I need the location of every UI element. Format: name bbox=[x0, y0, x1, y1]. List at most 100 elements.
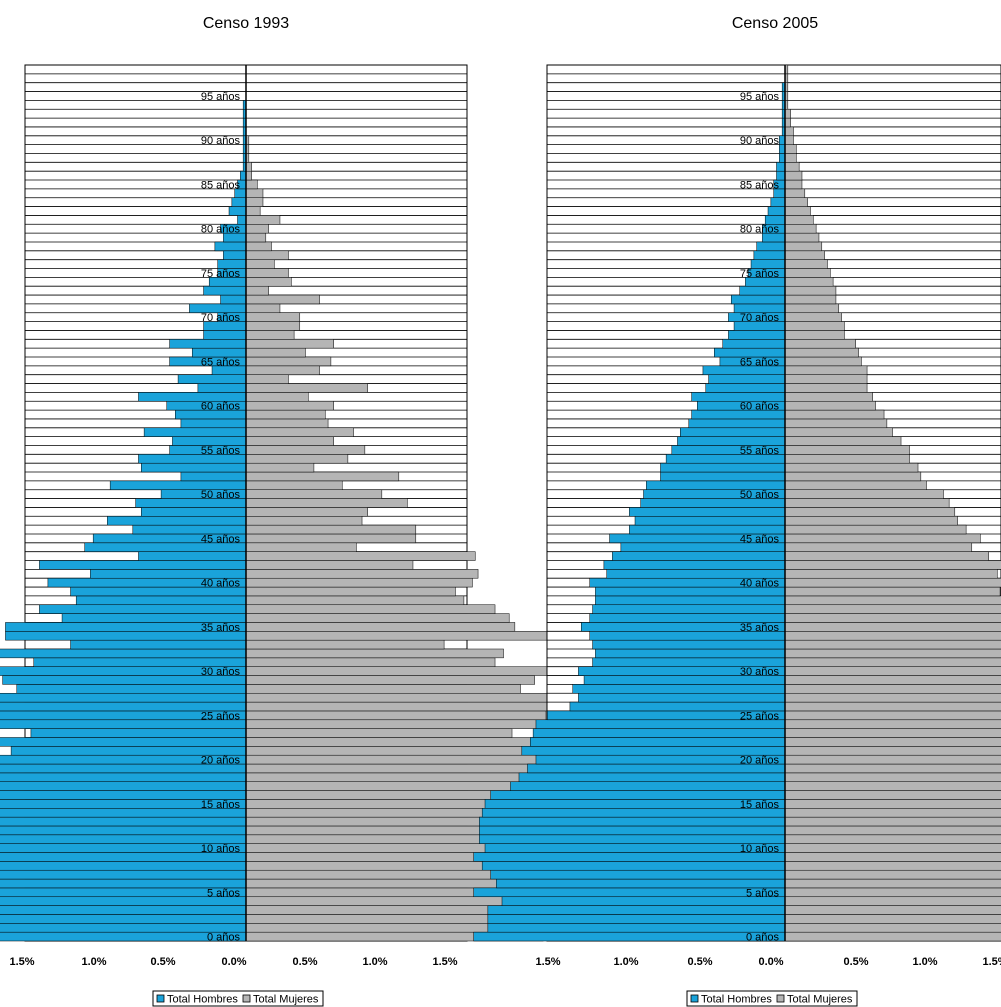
bar-mujeres-age-62 bbox=[245, 383, 368, 393]
bar-mujeres-age-23 bbox=[245, 728, 513, 738]
bar-mujeres-age-24 bbox=[784, 719, 1001, 729]
bar-mujeres-age-3 bbox=[784, 905, 1001, 915]
age-label: 50 años bbox=[740, 489, 780, 501]
bar-mujeres-age-2 bbox=[784, 914, 1001, 924]
bar-mujeres-age-47 bbox=[784, 516, 958, 526]
age-label: 40 años bbox=[201, 578, 241, 590]
legend-swatch-hombres bbox=[156, 994, 165, 1003]
bar-hombres-age-17 bbox=[510, 781, 786, 791]
bar-mujeres-age-53 bbox=[245, 462, 315, 473]
bar-hombres-age-22 bbox=[0, 737, 247, 747]
bar-mujeres-age-49 bbox=[245, 498, 408, 508]
bar-mujeres-age-61 bbox=[784, 392, 873, 402]
bar-mujeres-age-43 bbox=[784, 551, 990, 561]
age-label: 45 años bbox=[201, 533, 241, 545]
bar-mujeres-age-40 bbox=[784, 577, 1001, 588]
bar-hombres-age-47 bbox=[634, 516, 786, 526]
age-label: 90 años bbox=[201, 135, 241, 147]
bar-mujeres-age-41 bbox=[245, 569, 479, 579]
bar-hombres-age-12 bbox=[0, 825, 247, 836]
bar-mujeres-age-12 bbox=[784, 825, 1001, 836]
x-tick-label: 0.0% bbox=[221, 956, 246, 968]
bar-mujeres-age-46 bbox=[784, 524, 967, 535]
bar-mujeres-age-55 bbox=[245, 445, 366, 455]
bar-hombres-age-62 bbox=[197, 383, 247, 393]
bar-mujeres-age-28 bbox=[245, 684, 521, 694]
bar-hombres-age-7 bbox=[0, 869, 247, 880]
bar-mujeres-age-26 bbox=[784, 701, 1001, 712]
x-tick-label: 1.0% bbox=[362, 956, 387, 968]
bar-mujeres-age-62 bbox=[784, 383, 868, 393]
bar-mujeres-age-71 bbox=[245, 303, 281, 314]
bar-hombres-age-8 bbox=[0, 861, 247, 871]
bar-hombres-age-18 bbox=[0, 772, 247, 782]
bar-hombres-age-27 bbox=[578, 692, 786, 703]
bar-mujeres-age-17 bbox=[784, 781, 1001, 791]
age-label: 85 años bbox=[201, 179, 241, 191]
bar-mujeres-age-52 bbox=[784, 471, 922, 482]
age-label: 60 años bbox=[201, 401, 241, 413]
bar-mujeres-age-25 bbox=[245, 710, 547, 721]
bar-mujeres-age-72 bbox=[784, 294, 837, 305]
bar-mujeres-age-79 bbox=[784, 232, 820, 243]
bar-hombres-age-38 bbox=[75, 595, 247, 606]
bar-mujeres-age-54 bbox=[245, 454, 349, 464]
bar-mujeres-age-87 bbox=[784, 162, 800, 172]
bar-mujeres-age-65 bbox=[784, 356, 862, 367]
age-label: 5 años bbox=[207, 887, 241, 899]
bar-mujeres-age-16 bbox=[784, 790, 1001, 800]
bar-mujeres-age-24 bbox=[245, 719, 555, 729]
bar-hombres-age-53 bbox=[141, 462, 247, 473]
age-label: 55 años bbox=[740, 445, 780, 457]
bar-hombres-age-17 bbox=[0, 781, 247, 791]
bar-mujeres-age-86 bbox=[245, 170, 252, 181]
x-tick-label: 1.0% bbox=[613, 956, 638, 968]
bar-hombres-age-48 bbox=[629, 507, 786, 517]
age-label: 20 años bbox=[201, 755, 241, 767]
bar-hombres-age-13 bbox=[0, 816, 247, 827]
bar-hombres-age-12 bbox=[479, 825, 786, 836]
bar-mujeres-age-67 bbox=[245, 339, 334, 349]
bar-mujeres-age-39 bbox=[784, 586, 1001, 597]
bar-hombres-age-68 bbox=[203, 330, 247, 340]
bar-hombres-age-82 bbox=[767, 206, 786, 216]
bar-mujeres-age-74 bbox=[245, 277, 292, 287]
bar-mujeres-age-57 bbox=[784, 427, 893, 437]
bar-mujeres-age-73 bbox=[784, 285, 837, 296]
bar-mujeres-age-84 bbox=[245, 188, 264, 198]
bar-mujeres-age-80 bbox=[245, 224, 269, 234]
bar-hombres-age-83 bbox=[231, 197, 247, 207]
bar-hombres-age-77 bbox=[223, 250, 247, 260]
bar-hombres-age-28 bbox=[16, 684, 247, 694]
bar-hombres-age-72 bbox=[730, 294, 786, 305]
bar-mujeres-age-22 bbox=[245, 737, 550, 747]
age-label: 60 años bbox=[740, 401, 780, 413]
x-tick-label: 1.5% bbox=[982, 956, 1001, 968]
bar-hombres-age-78 bbox=[756, 241, 786, 252]
age-label: 25 años bbox=[201, 710, 241, 722]
legend-label-hombres: Total Hombres bbox=[167, 994, 238, 1006]
bar-mujeres-age-51 bbox=[784, 480, 927, 490]
bar-mujeres-age-80 bbox=[784, 224, 817, 234]
bar-mujeres-age-64 bbox=[245, 365, 320, 375]
age-label: 70 años bbox=[201, 312, 241, 324]
bar-mujeres-age-1 bbox=[784, 923, 1001, 933]
bar-mujeres-age-83 bbox=[245, 197, 264, 207]
legend-label-hombres: Total Hombres bbox=[701, 994, 772, 1006]
bar-mujeres-age-85 bbox=[784, 179, 803, 190]
bar-mujeres-age-70 bbox=[784, 312, 842, 322]
legend-swatch-mujeres bbox=[242, 994, 251, 1003]
bar-mujeres-age-40 bbox=[245, 577, 473, 588]
bar-mujeres-age-29 bbox=[784, 675, 1001, 685]
bar-mujeres-age-23 bbox=[784, 728, 1001, 738]
age-label: 0 años bbox=[746, 932, 780, 944]
bar-mujeres-age-9 bbox=[784, 852, 1001, 862]
bar-mujeres-age-61 bbox=[245, 392, 309, 402]
bar-mujeres-age-50 bbox=[784, 489, 944, 499]
chart-title: Censo 2005 bbox=[732, 15, 818, 32]
bar-hombres-age-72 bbox=[220, 294, 247, 305]
bar-mujeres-age-78 bbox=[245, 241, 272, 252]
bar-hombres-age-67 bbox=[722, 339, 786, 349]
bar-hombres-age-87 bbox=[776, 162, 786, 172]
bar-mujeres-age-19 bbox=[784, 763, 1001, 774]
